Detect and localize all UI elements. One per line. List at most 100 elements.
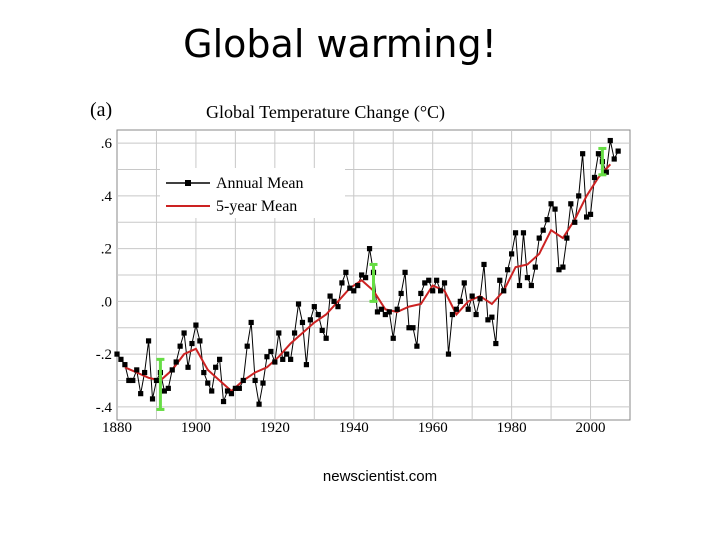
legend: Annual Mean 5-year Mean <box>160 168 345 218</box>
x-tick-label: 1880 <box>102 420 132 435</box>
annual-mean-point <box>505 267 511 273</box>
annual-mean-point <box>284 351 290 357</box>
annual-mean-point <box>402 269 408 275</box>
annual-mean-point <box>252 377 258 384</box>
x-tick-label: 1980 <box>497 420 527 435</box>
annual-mean-point <box>418 290 424 297</box>
annual-mean-point <box>477 296 483 302</box>
annual-mean-point <box>366 246 373 252</box>
legend-label-5yr: 5-year Mean <box>216 198 297 215</box>
annual-mean-point <box>339 280 345 286</box>
annual-mean-point <box>453 306 459 312</box>
annual-mean-point <box>560 264 566 270</box>
x-tick-label: 1920 <box>260 420 290 435</box>
annual-mean-point <box>173 359 179 365</box>
error-bars <box>156 146 607 411</box>
annual-mean-point <box>437 288 444 294</box>
annual-mean-point <box>355 282 361 289</box>
y-tick-label: .0 <box>101 294 112 310</box>
annual-mean-point <box>280 356 286 362</box>
annual-mean-point <box>335 304 341 310</box>
annual-mean-point <box>520 230 527 236</box>
annual-mean-point <box>493 340 499 347</box>
annual-mean-point <box>611 156 617 162</box>
annual-mean-point <box>434 277 440 283</box>
annual-mean-point <box>165 385 171 391</box>
annual-mean-point <box>181 330 187 336</box>
x-tick-label: 1940 <box>339 420 369 435</box>
annual-mean-point <box>449 311 456 318</box>
annual-mean-point <box>114 351 120 357</box>
annual-mean-point <box>134 367 140 373</box>
annual-mean-point <box>347 285 353 291</box>
annual-mean-point <box>580 151 586 157</box>
annual-mean-point <box>185 364 191 370</box>
annual-mean-point <box>307 317 313 323</box>
annual-mean-point <box>351 288 357 294</box>
annual-mean-point <box>457 298 463 304</box>
annual-mean-point <box>142 369 148 376</box>
annual-mean-point <box>615 148 621 154</box>
annual-mean-point <box>220 398 227 405</box>
annual-mean-point <box>386 309 392 315</box>
annual-mean-point <box>197 338 203 344</box>
y-tick-label: -.4 <box>96 400 113 416</box>
annual-mean-point <box>532 264 538 270</box>
annual-mean-point <box>122 362 128 368</box>
annual-mean-point <box>398 290 404 297</box>
annual-mean-point <box>291 330 298 336</box>
annual-mean-point <box>516 282 523 289</box>
annual-mean-point <box>217 356 223 362</box>
annual-mean-point <box>481 261 487 268</box>
annual-mean-point <box>544 217 550 223</box>
series <box>114 137 621 407</box>
annual-mean-point <box>576 193 582 199</box>
annual-mean-point <box>311 304 317 310</box>
slide-title: Global warming! <box>183 22 497 66</box>
annual-mean-point <box>489 314 495 320</box>
annual-mean-point <box>382 311 388 318</box>
annual-mean-point <box>126 377 132 384</box>
annual-mean-point <box>288 356 294 362</box>
legend-box <box>160 168 345 218</box>
annual-mean-point <box>295 301 302 307</box>
annual-mean-point <box>169 367 175 373</box>
y-tick-label: .2 <box>101 242 112 258</box>
annual-mean-point <box>485 317 491 323</box>
annual-mean-point <box>256 401 262 407</box>
annual-mean-point <box>228 391 235 397</box>
annual-mean-point <box>213 364 219 370</box>
annual-mean-point <box>473 311 479 318</box>
annual-mean-point <box>315 311 321 318</box>
annual-mean-point <box>264 354 270 360</box>
annual-mean-point <box>564 235 570 241</box>
annual-mean-line <box>116 140 619 405</box>
annual-mean-point <box>414 343 420 349</box>
annual-mean-point <box>240 377 246 384</box>
annual-mean-point <box>524 275 530 281</box>
annual-mean-point <box>145 338 152 344</box>
five-year-mean-line <box>124 163 612 393</box>
annual-mean-point <box>268 348 274 355</box>
annual-mean-point <box>205 380 211 386</box>
annual-mean-point <box>406 325 412 331</box>
annual-mean-point <box>118 356 124 362</box>
legend-marker-annual <box>185 180 191 186</box>
annual-mean-point <box>177 343 183 349</box>
annual-mean-point <box>378 306 384 312</box>
annual-mean-point <box>343 269 349 275</box>
annual-mean-point <box>426 277 432 283</box>
annual-mean-point <box>327 293 333 299</box>
annual-mean-point <box>130 377 136 384</box>
annual-mean-point <box>591 174 598 181</box>
annual-mean-point <box>374 309 381 315</box>
annual-mean-point <box>359 272 365 278</box>
annual-mean-point <box>323 335 329 341</box>
annual-mean-point <box>512 230 519 236</box>
annual-mean-point <box>193 322 199 328</box>
source-credit: newscientist.com <box>322 468 438 485</box>
annual-mean-point <box>501 288 507 294</box>
annual-mean-point <box>303 362 310 368</box>
annual-mean-point <box>224 388 231 394</box>
annual-mean-point <box>244 343 250 349</box>
